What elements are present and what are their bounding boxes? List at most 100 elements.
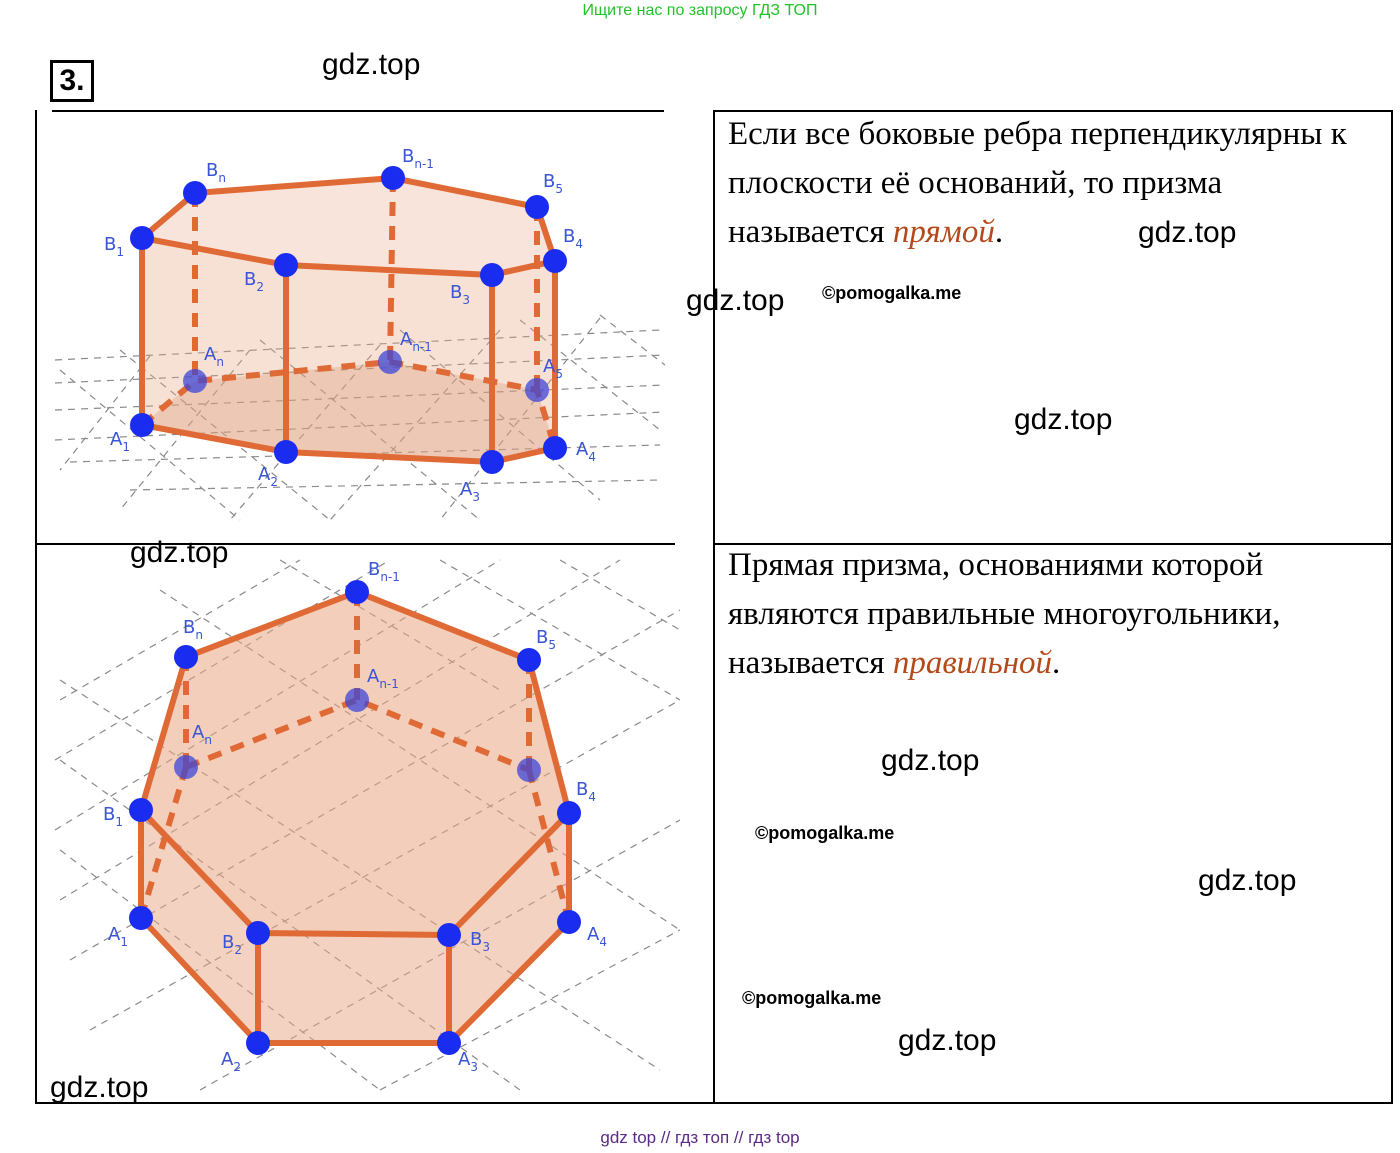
- label-B5: B: [536, 627, 548, 648]
- table-top-border-right: [713, 110, 1393, 112]
- table-top-border-left: [52, 110, 664, 112]
- table-row-divider-right: [713, 543, 1393, 545]
- task-number: 3.: [50, 60, 94, 102]
- svg-text:A2: A2: [258, 464, 278, 489]
- svg-text:A2: A2: [221, 1049, 241, 1074]
- footer-separator: //: [660, 1128, 671, 1147]
- label-A2: A: [221, 1049, 234, 1070]
- label-Bn-1: B: [402, 146, 414, 167]
- definition-regular-prism: Прямая призма, основаниями которой являю…: [728, 547, 1281, 681]
- table-bottom-border: [35, 1102, 1393, 1104]
- svg-text:An: An: [204, 344, 224, 369]
- svg-text:B3: B3: [450, 282, 470, 307]
- label-An: A: [192, 722, 205, 743]
- prism-lateral-faces: [142, 238, 555, 462]
- hidden-edges: [138, 592, 572, 923]
- svg-text:A4: A4: [587, 924, 607, 949]
- search-banner: Ищите нас по запросу ГДЗ ТОП: [582, 2, 818, 19]
- label-An-1: A: [400, 329, 413, 350]
- label-A4: A: [576, 439, 589, 460]
- footer-links: gdz top // гдз топ // гдз top: [0, 1128, 1400, 1148]
- svg-text:A1: A1: [110, 429, 130, 454]
- grid-lines: [54, 314, 666, 521]
- svg-text:Bn: Bn: [183, 617, 203, 642]
- label-B2: B: [244, 269, 256, 290]
- label-An-1: A: [367, 666, 380, 687]
- visible-edges: [137, 588, 573, 1046]
- label-An: A: [204, 344, 217, 365]
- footer-link-gdz-top[interactable]: gdz top: [600, 1128, 657, 1147]
- svg-text:B2: B2: [244, 269, 264, 294]
- svg-text:B2: B2: [222, 932, 242, 957]
- footer-link-gdz-top-ru[interactable]: гдз топ: [675, 1128, 730, 1147]
- svg-text:A3: A3: [458, 1049, 478, 1074]
- svg-text:A4: A4: [576, 439, 596, 464]
- prism-top-face: [141, 592, 569, 935]
- label-A4: A: [587, 924, 600, 945]
- svg-text:An: An: [192, 722, 212, 747]
- label-B4: B: [563, 226, 575, 247]
- svg-text:Bn-1: Bn-1: [402, 146, 434, 171]
- label-A3: A: [458, 1049, 471, 1070]
- prism-bottom-face: [142, 362, 555, 462]
- prism-top-face: [142, 178, 555, 275]
- watermark-pomogalka: ©pomogalka.me: [822, 283, 962, 303]
- watermark-gdz: gdz.top: [898, 1024, 997, 1057]
- visible-edges: [135, 174, 559, 466]
- label-B1: B: [104, 234, 116, 255]
- term-regular-prism: правильной: [892, 645, 1052, 681]
- table-left-border: [35, 110, 37, 1104]
- definition-right-prism: Если все боковые ребра перпендикулярны к…: [728, 116, 1347, 250]
- watermark-gdz: gdz.top: [50, 1071, 149, 1104]
- svg-text:B1: B1: [103, 804, 123, 829]
- table-row-divider-left: [35, 543, 675, 545]
- svg-text:Bn: Bn: [206, 160, 226, 185]
- watermark-gdz: gdz.top: [1014, 403, 1113, 436]
- table-right-border: [1391, 110, 1393, 1104]
- svg-text:Bn-1: Bn-1: [368, 559, 400, 584]
- svg-text:A5: A5: [543, 356, 563, 381]
- vertices: [130, 166, 567, 474]
- svg-text:An-1: An-1: [367, 666, 399, 691]
- label-A2: A: [258, 464, 271, 485]
- label-Bn-1: B: [368, 559, 380, 580]
- label-B4: B: [576, 779, 588, 800]
- watermark-pomogalka: ©pomogalka.me: [755, 823, 895, 843]
- svg-text:B3: B3: [470, 929, 490, 954]
- svg-text:B1: B1: [104, 234, 124, 259]
- watermark-pomogalka: ©pomogalka.me: [742, 988, 882, 1008]
- svg-text:B5: B5: [536, 627, 556, 652]
- regular-prism-figure: Bn-1 Bn B5 An-1 An B1 B4 A1 A4 B2 B3 A2 …: [54, 559, 681, 1091]
- label-B3: B: [450, 282, 462, 303]
- right-prism-figure: B1 Bn Bn-1 B5 B4 B2 B3 An An-1 A5 A1 A2 …: [54, 146, 666, 521]
- vertex-labels: B1 Bn Bn-1 B5 B4 B2 B3 An An-1 A5 A1 A2 …: [104, 146, 596, 504]
- svg-text:B4: B4: [576, 779, 596, 804]
- label-B1: B: [103, 804, 115, 825]
- svg-text:B5: B5: [543, 171, 563, 196]
- watermark-gdz: gdz.top: [1138, 216, 1237, 249]
- label-A5: A: [543, 356, 556, 377]
- term-right-prism: прямой: [892, 214, 995, 250]
- vertex-labels: Bn-1 Bn B5 An-1 An B1 B4 A1 A4 B2 B3 A2 …: [103, 559, 607, 1074]
- svg-text:A1: A1: [108, 924, 128, 949]
- label-A1: A: [110, 429, 123, 450]
- label-Bn: B: [206, 160, 218, 181]
- watermark-gdz: gdz.top: [1198, 864, 1297, 897]
- watermark-gdz: gdz.top: [881, 744, 980, 777]
- table-column-divider: [713, 110, 715, 1104]
- watermark-gdz: gdz.top: [322, 48, 421, 81]
- label-A3: A: [460, 479, 473, 500]
- footer-link-gdz-top-mixed[interactable]: гдз top: [748, 1128, 800, 1147]
- footer-separator: //: [733, 1128, 744, 1147]
- watermark-gdz: gdz.top: [686, 284, 785, 317]
- label-A1: A: [108, 924, 121, 945]
- svg-text:An-1: An-1: [400, 329, 432, 354]
- label-Bn: B: [183, 617, 195, 638]
- svg-text:B4: B4: [563, 226, 583, 251]
- svg-text:A3: A3: [460, 479, 480, 504]
- watermark-gdz: gdz.top: [130, 536, 229, 569]
- prism-lateral-faces: [141, 810, 569, 1043]
- label-B2: B: [222, 932, 234, 953]
- vertices: [129, 580, 581, 1055]
- label-B5: B: [543, 171, 555, 192]
